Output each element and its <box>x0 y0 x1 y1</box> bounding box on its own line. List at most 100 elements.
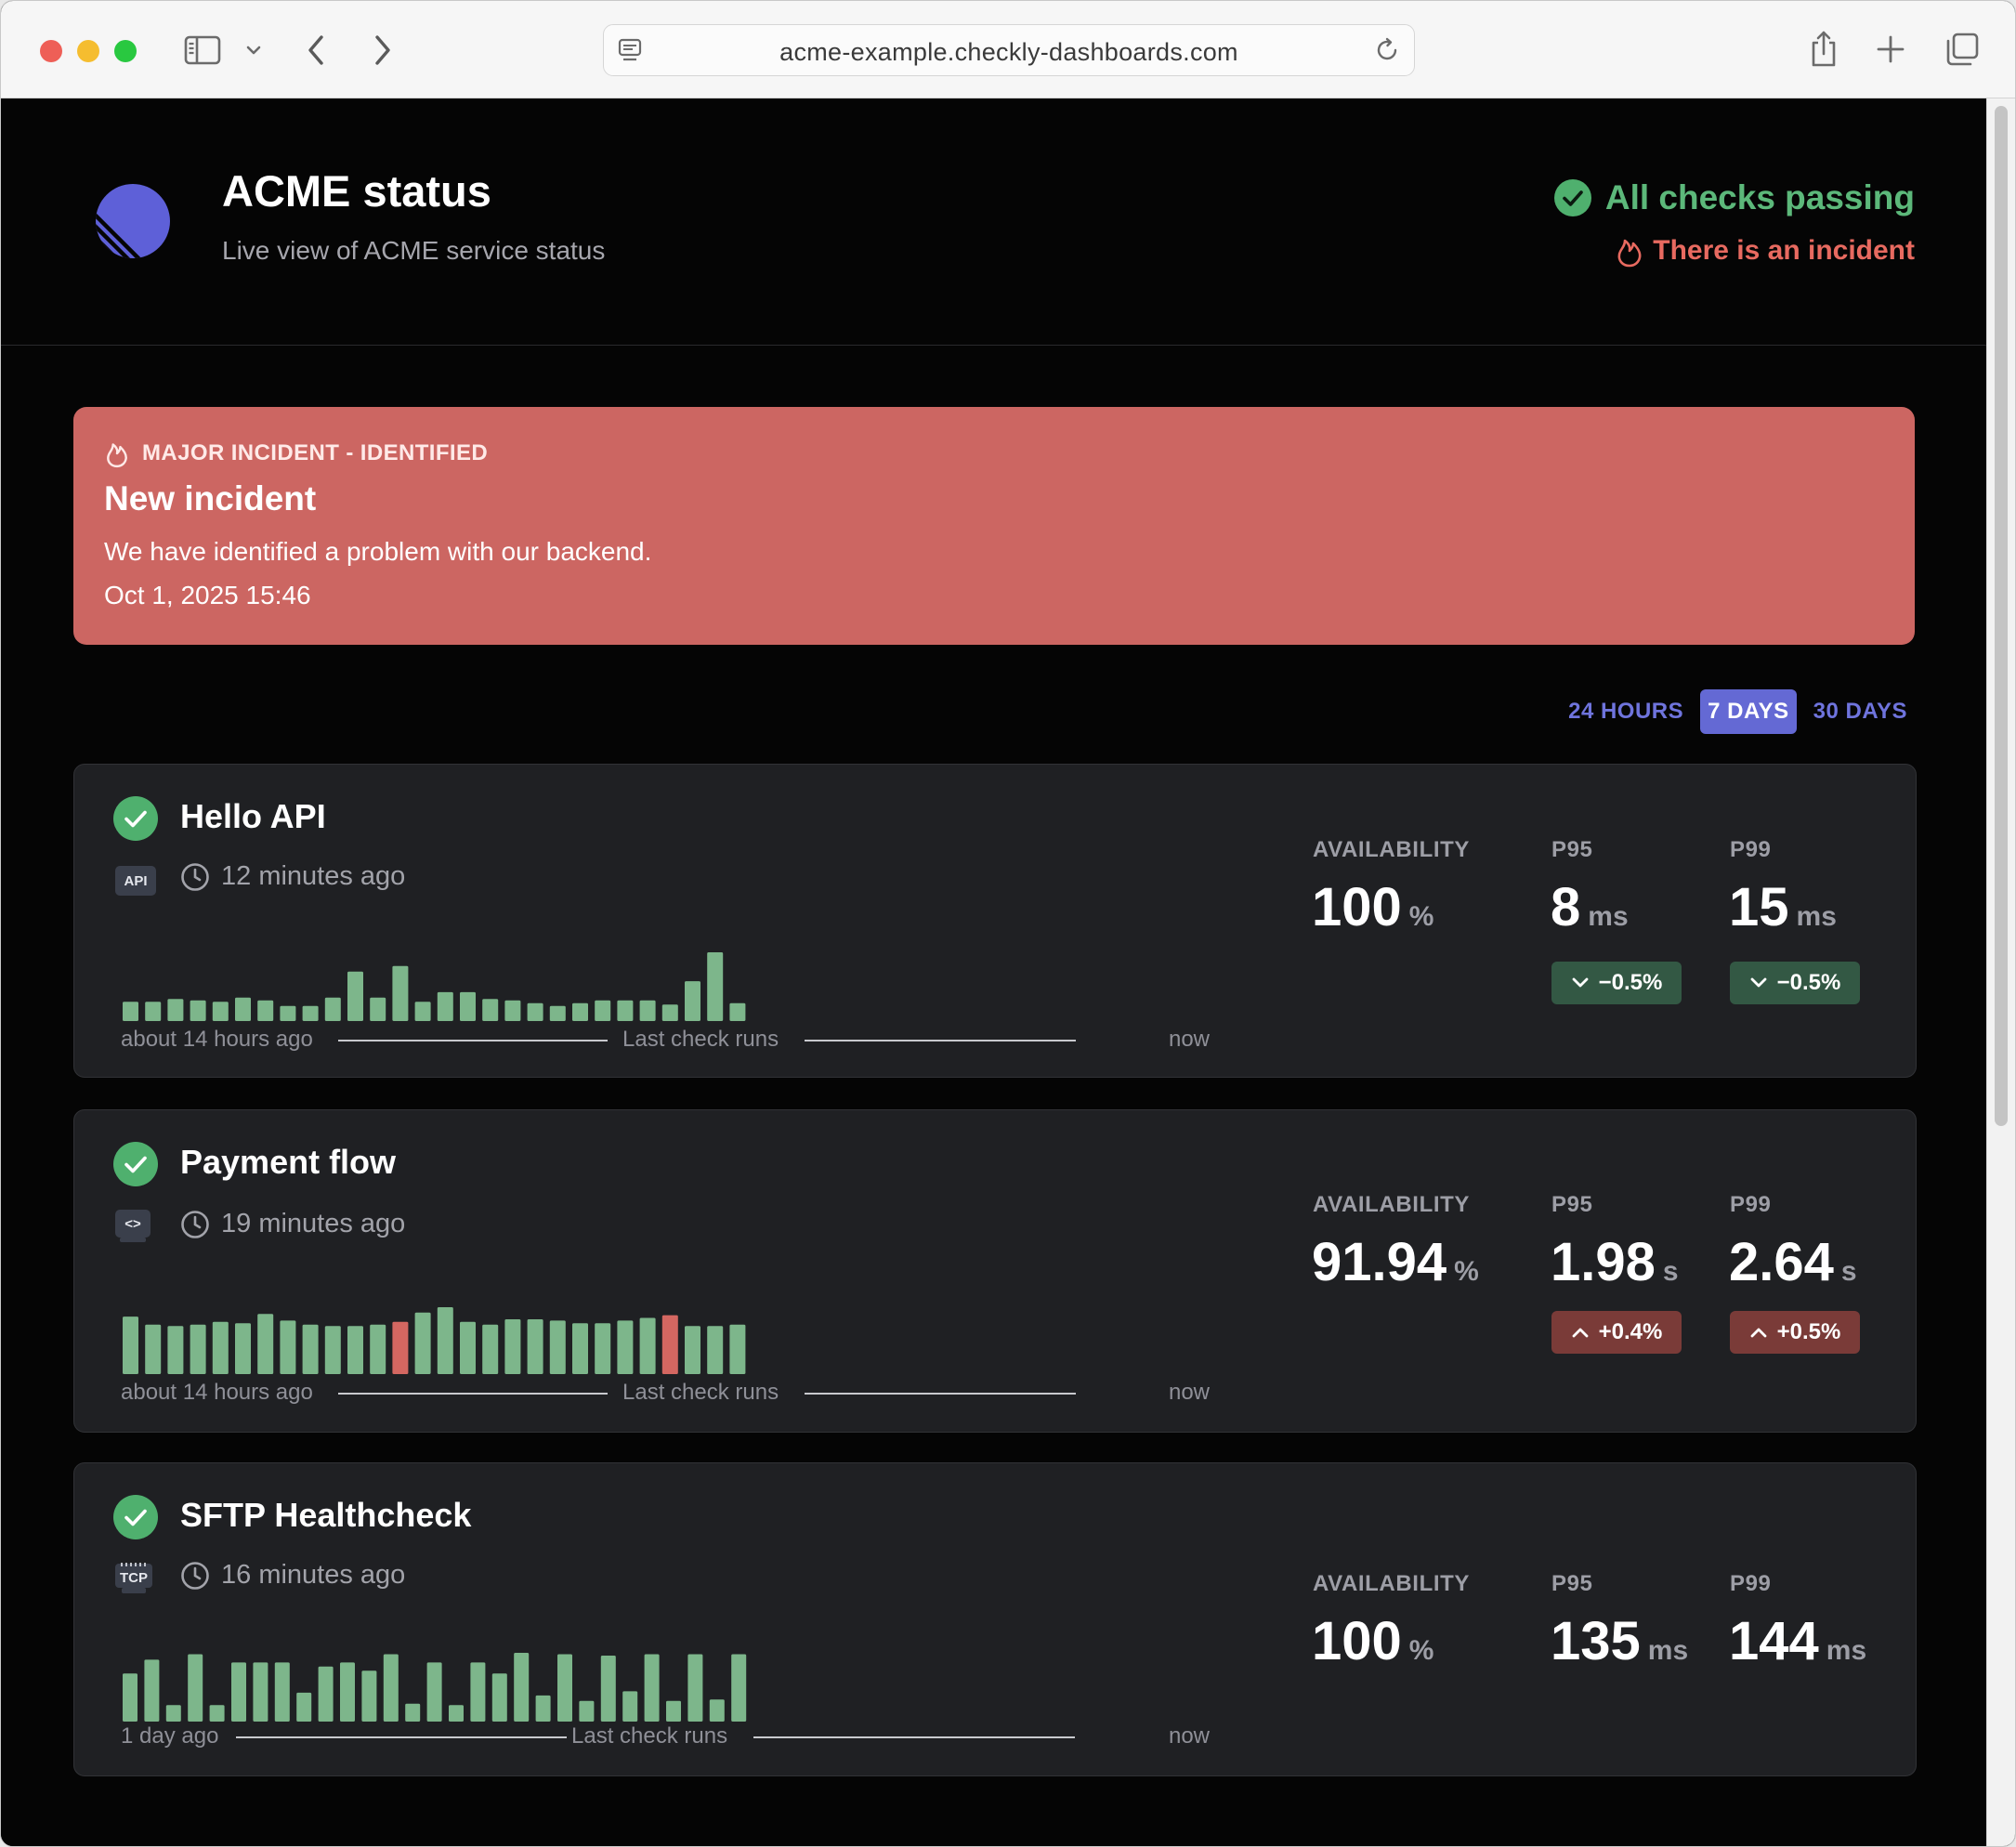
page-settings-icon[interactable] <box>617 37 643 63</box>
range-30-days[interactable]: 30 DAYS <box>1813 699 1907 724</box>
check-run-bar[interactable] <box>549 1005 566 1021</box>
check-run-bar[interactable] <box>449 1705 464 1722</box>
check-run-bar[interactable] <box>504 1319 521 1374</box>
check-run-bar[interactable] <box>622 1691 638 1722</box>
check-run-bar[interactable] <box>361 1670 377 1722</box>
check-run-bar[interactable] <box>504 1000 521 1021</box>
check-run-bar[interactable] <box>549 1320 566 1374</box>
check-run-bar-failed[interactable] <box>392 1321 409 1374</box>
check-run-bar[interactable] <box>257 1314 274 1374</box>
check-run-bar[interactable] <box>405 1703 421 1722</box>
check-run-bar[interactable] <box>709 1699 725 1722</box>
page-scrollbar[interactable] <box>1986 98 2015 1846</box>
check-run-bar[interactable] <box>280 1320 296 1374</box>
check-run-bar[interactable] <box>685 1326 700 1374</box>
incident-banner[interactable]: MAJOR INCIDENT - IDENTIFIED New incident… <box>73 407 1915 645</box>
check-run-bar[interactable] <box>414 1002 431 1021</box>
check-run-bar[interactable] <box>257 1000 274 1021</box>
check-name[interactable]: SFTP Healthcheck <box>180 1496 472 1534</box>
check-run-bar[interactable] <box>209 1705 225 1722</box>
check-run-bar[interactable] <box>460 991 476 1021</box>
check-run-bar[interactable] <box>188 1654 203 1723</box>
chevron-down-icon[interactable] <box>244 42 263 59</box>
zoom-window-button[interactable] <box>114 40 137 62</box>
forward-icon[interactable] <box>371 33 395 68</box>
check-run-bar[interactable] <box>687 1654 703 1723</box>
check-run-bar[interactable] <box>644 1654 660 1723</box>
check-run-bar[interactable] <box>557 1654 572 1723</box>
check-run-bar[interactable] <box>491 1673 507 1722</box>
check-run-bar[interactable] <box>414 1312 431 1374</box>
check-run-bar[interactable] <box>460 1321 476 1374</box>
check-run-bar[interactable] <box>347 971 363 1021</box>
check-run-bar[interactable] <box>470 1662 486 1722</box>
check-run-bar[interactable] <box>514 1653 530 1722</box>
back-icon[interactable] <box>304 33 328 68</box>
check-run-bar[interactable] <box>280 1005 296 1021</box>
tab-overview-icon[interactable] <box>1944 32 1980 67</box>
check-card-payment-flow[interactable]: Payment flow <> 19 minutes ago about 14 … <box>73 1109 1917 1433</box>
check-run-bar[interactable] <box>595 1323 611 1374</box>
check-run-bar[interactable] <box>274 1662 290 1722</box>
check-run-bar[interactable] <box>324 1326 341 1374</box>
check-run-bar[interactable] <box>235 1323 251 1374</box>
check-run-bar[interactable] <box>190 1324 206 1374</box>
check-run-bar[interactable] <box>318 1666 334 1722</box>
range-24-hours[interactable]: 24 HOURS <box>1568 699 1684 724</box>
check-run-bar[interactable] <box>235 997 251 1021</box>
check-run-bar[interactable] <box>167 999 184 1021</box>
check-run-bar[interactable] <box>707 1326 724 1374</box>
check-run-bar[interactable] <box>370 997 386 1021</box>
sidebar-icon[interactable] <box>184 34 221 66</box>
range-7-days[interactable]: 7 DAYS <box>1700 689 1797 734</box>
check-run-bar[interactable] <box>535 1695 551 1722</box>
check-run-bar[interactable] <box>302 1005 319 1021</box>
check-run-bar[interactable] <box>212 1002 229 1021</box>
check-run-bar[interactable] <box>302 1324 319 1374</box>
scrollbar-thumb[interactable] <box>1995 106 2008 1126</box>
check-run-bar[interactable] <box>482 1324 499 1374</box>
check-run-bar[interactable] <box>579 1700 595 1722</box>
check-card-sftp-healthcheck[interactable]: SFTP Healthcheck TCP 16 minutes ago 1 da… <box>73 1462 1917 1776</box>
share-icon[interactable] <box>1809 29 1839 68</box>
check-run-bar[interactable] <box>253 1662 268 1722</box>
check-run-bar[interactable] <box>639 1000 656 1021</box>
check-run-bar[interactable] <box>666 1700 681 1722</box>
check-run-bar[interactable] <box>145 1324 162 1374</box>
check-run-bar[interactable] <box>340 1662 355 1722</box>
check-run-bar[interactable] <box>123 1002 138 1021</box>
check-run-bar[interactable] <box>617 1320 634 1374</box>
check-run-bar[interactable] <box>324 997 341 1021</box>
close-window-button[interactable] <box>40 40 62 62</box>
check-run-bar[interactable] <box>707 952 724 1021</box>
check-run-bar[interactable] <box>347 1326 363 1374</box>
check-card-hello-api[interactable]: Hello API API 12 minutes ago about 14 ho… <box>73 764 1917 1078</box>
check-name[interactable]: Payment flow <box>180 1143 397 1181</box>
check-run-bar[interactable] <box>639 1317 656 1375</box>
check-run-bar[interactable] <box>437 991 453 1021</box>
check-run-bar[interactable] <box>123 1316 138 1374</box>
check-run-bar[interactable] <box>370 1324 386 1374</box>
check-run-bar[interactable] <box>231 1662 246 1722</box>
check-run-bar[interactable] <box>600 1656 616 1722</box>
incident-indicator[interactable]: There is an incident <box>1616 234 1915 268</box>
check-run-bar[interactable] <box>729 1002 746 1021</box>
check-run-bar[interactable] <box>437 1307 453 1374</box>
check-run-bar-failed[interactable] <box>661 1315 678 1374</box>
check-run-bar[interactable] <box>383 1654 399 1723</box>
check-name[interactable]: Hello API <box>180 797 326 835</box>
check-run-bar[interactable] <box>572 1002 588 1021</box>
check-run-bar[interactable] <box>212 1321 229 1374</box>
check-run-bar[interactable] <box>661 1004 678 1021</box>
address-bar[interactable]: acme-example.checkly-dashboards.com <box>603 24 1415 76</box>
url-text[interactable]: acme-example.checkly-dashboards.com <box>779 38 1238 66</box>
check-run-bar[interactable] <box>527 1319 543 1374</box>
new-tab-icon[interactable] <box>1876 34 1905 64</box>
check-run-bar[interactable] <box>572 1323 588 1374</box>
check-run-bar[interactable] <box>729 1324 746 1374</box>
check-run-bar[interactable] <box>595 1000 611 1021</box>
check-run-bar[interactable] <box>190 1000 206 1021</box>
check-run-bar[interactable] <box>527 1002 543 1021</box>
check-run-bar[interactable] <box>482 999 499 1021</box>
check-run-bar[interactable] <box>145 1002 162 1021</box>
